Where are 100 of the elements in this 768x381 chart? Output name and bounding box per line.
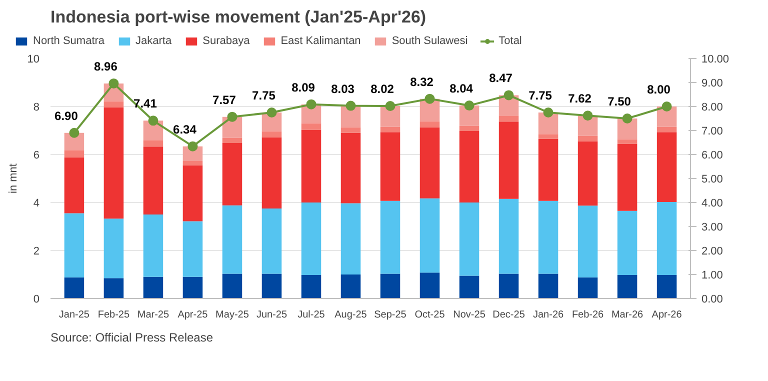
bar [301, 202, 322, 275]
x-tick-label: May-25 [216, 310, 250, 320]
bar [182, 165, 203, 222]
bar [340, 132, 361, 204]
point [188, 141, 198, 152]
data-label: 7.57 [212, 92, 236, 107]
x-tick-label: Jul-25 [298, 310, 326, 320]
x-tick-label: Jun-25 [256, 310, 288, 320]
data-label: 7.75 [252, 88, 276, 102]
data-label: 8.02 [370, 82, 394, 96]
bar [420, 198, 440, 273]
point [306, 99, 316, 110]
bar [222, 138, 242, 143]
data-label: 8.47 [489, 71, 513, 86]
x-tick-label: Dec-25 [492, 310, 526, 320]
data-label: 8.03 [331, 82, 355, 96]
data-label: 8.96 [94, 59, 118, 74]
bar [578, 206, 598, 278]
bar [301, 274, 322, 298]
bar [420, 121, 440, 128]
bar [222, 274, 242, 298]
point [346, 100, 356, 111]
x-tick-label: Sep-25 [374, 310, 407, 320]
bar [617, 144, 638, 211]
bar [459, 126, 480, 131]
bar [498, 122, 519, 199]
bar [182, 160, 203, 166]
legend-label: Surabaya [202, 35, 250, 47]
bar [104, 278, 124, 298]
point [464, 100, 474, 111]
bar [143, 140, 164, 147]
bar [578, 277, 598, 298]
bar [498, 198, 519, 274]
bar [617, 139, 638, 144]
bar [380, 274, 400, 298]
y2-tick-label: 1.00 [702, 270, 723, 282]
bar [340, 274, 361, 298]
data-label: 8.00 [647, 82, 671, 96]
data-label: 7.50 [608, 94, 632, 108]
y-tick-label: 0 [33, 294, 40, 306]
chart-title: Indonesia port-wise movement (Jan'25-Apr'26) [50, 8, 426, 26]
bar [143, 146, 164, 214]
point [543, 108, 554, 118]
bar [182, 276, 203, 298]
bar [182, 221, 203, 277]
bar [262, 131, 282, 138]
x-tick-label: Oct-25 [414, 310, 446, 320]
bar [617, 274, 638, 298]
y2-tick-label: 10.00 [702, 54, 730, 66]
data-label: 6.90 [54, 108, 78, 123]
x-tick-label: Mar-25 [137, 310, 170, 320]
bar [380, 200, 400, 274]
data-label: 8.32 [410, 74, 434, 89]
y2-tick-label: 8.00 [702, 102, 723, 114]
x-tick-label: Mar-26 [611, 310, 644, 320]
y-tick-label: 8 [33, 102, 40, 114]
bar [656, 274, 677, 298]
legend-label: North Sumatra [33, 35, 105, 47]
bar [380, 126, 400, 132]
point [582, 110, 593, 121]
bar [420, 272, 440, 298]
data-label: 7.62 [568, 92, 592, 106]
bar [656, 126, 677, 132]
x-tick-label: Apr-26 [652, 310, 682, 320]
data-label: 6.34 [173, 122, 197, 136]
bar [578, 136, 598, 142]
y2-tick-label: 3.00 [702, 222, 723, 234]
bar [420, 127, 440, 198]
x-tick-label: Jan-26 [532, 310, 564, 320]
point [424, 94, 435, 104]
bar [104, 107, 124, 219]
point [504, 90, 514, 100]
x-tick-label: Aug-25 [334, 310, 368, 320]
bar [459, 276, 480, 298]
point [385, 101, 396, 112]
bar [262, 208, 282, 274]
y2-tick-label: 6.00 [702, 150, 723, 162]
bar [64, 157, 84, 214]
bar [538, 200, 558, 274]
bar [617, 210, 638, 275]
data-label: 8.04 [450, 82, 474, 96]
legend-label: Total [498, 35, 522, 47]
bar [301, 123, 322, 130]
bar [656, 132, 677, 202]
y-tick-label: 10 [27, 54, 40, 66]
data-label: 7.75 [528, 88, 552, 102]
legend-label: South Sulawesi [392, 35, 468, 47]
point [69, 128, 80, 138]
bar [262, 137, 282, 208]
x-tick-label: Nov-25 [453, 310, 486, 320]
bar [498, 116, 519, 122]
source-note: Source: Official Press Release [50, 330, 214, 344]
bar [104, 101, 124, 108]
legend-label: East Kalimantan [280, 35, 361, 47]
bar [498, 274, 519, 298]
bar [538, 274, 558, 298]
y-tick-label: 4 [33, 198, 40, 210]
y-tick-label: 2 [33, 246, 40, 258]
bar [301, 130, 322, 202]
y-tick-label: 6 [33, 150, 40, 162]
